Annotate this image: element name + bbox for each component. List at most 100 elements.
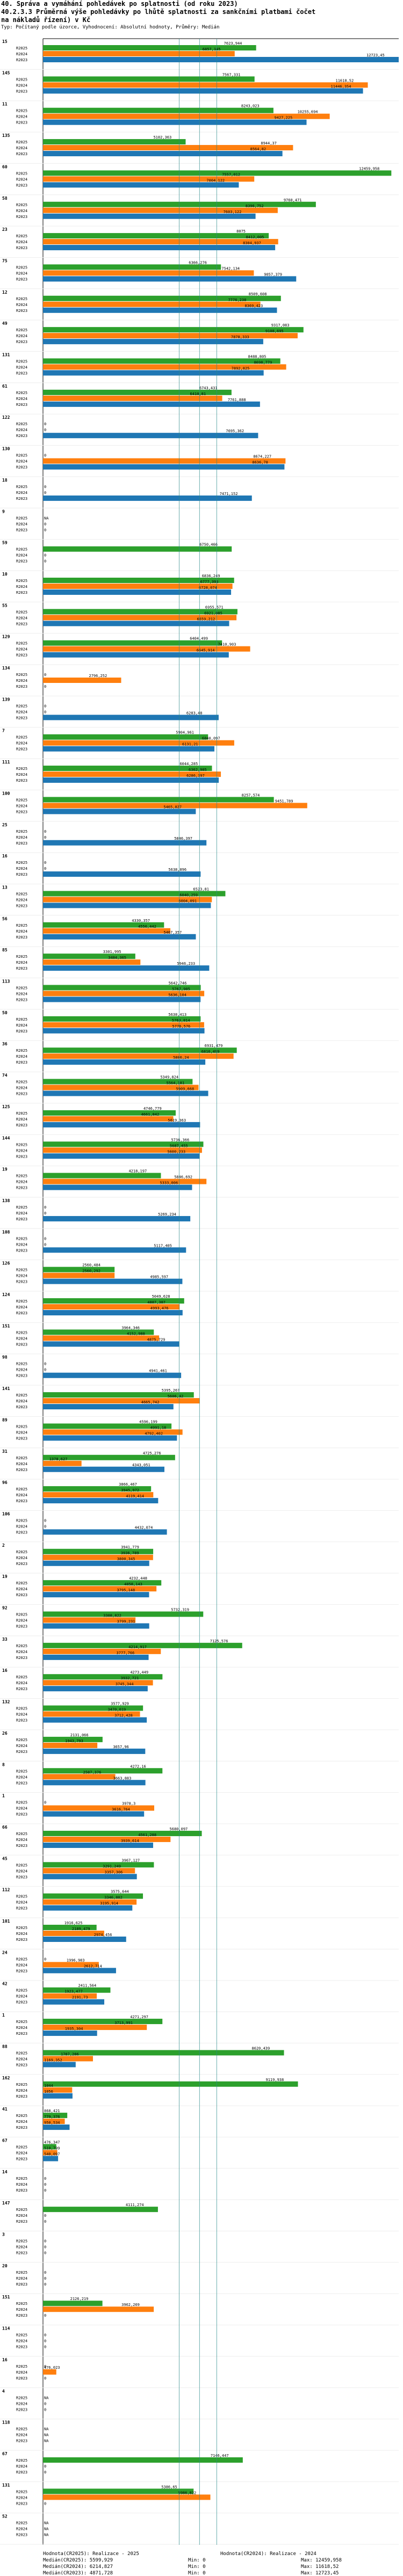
- group-label: 2: [2, 1543, 5, 1548]
- bar: [43, 766, 212, 772]
- series-label: R2024: [16, 773, 27, 777]
- bar: [43, 715, 219, 721]
- group-label: 151: [2, 1323, 10, 1328]
- data-label: 8257,574: [242, 793, 260, 797]
- series-label: R2024: [16, 522, 27, 526]
- data-label: 510,799: [44, 2146, 60, 2150]
- data-label: 5333,006: [160, 1181, 178, 1185]
- bar: [43, 1178, 207, 1184]
- series-label: R2025: [16, 2177, 27, 2181]
- data-label: 0: [44, 829, 46, 834]
- data-label: 3978,3: [122, 1802, 135, 1806]
- bar: [43, 1893, 143, 1899]
- series-label: R2023: [16, 2220, 27, 2224]
- bar: [43, 2062, 76, 2068]
- bar: [43, 1116, 174, 1122]
- series-label: R2023: [16, 1029, 27, 1034]
- bar: [43, 1085, 199, 1090]
- group-label: 151: [2, 2295, 10, 2300]
- data-label: 4875,729: [147, 1337, 165, 1342]
- bar: [43, 1341, 179, 1347]
- data-label: 11618,52: [336, 78, 354, 83]
- series-label: R2025: [16, 1644, 27, 1648]
- bar: [43, 1674, 163, 1680]
- group-label: 26: [2, 1731, 8, 1736]
- series-label: R2023: [16, 1781, 27, 1785]
- group-label: 134: [2, 666, 10, 671]
- data-label: 8412,005: [246, 235, 264, 239]
- series-label: R2025: [16, 516, 27, 520]
- bar: [43, 2156, 59, 2162]
- group-label: 16: [2, 2357, 8, 2362]
- series-label: R2024: [16, 1368, 27, 1372]
- series-label: R2023: [16, 2407, 27, 2412]
- data-label: 6283,48: [186, 711, 203, 715]
- data-label: 4661,842: [141, 1112, 160, 1117]
- data-label: 1169,352: [44, 2058, 62, 2062]
- bar: [43, 88, 363, 94]
- data-label: 1056: [44, 2090, 53, 2094]
- series-label: R2023: [16, 246, 27, 250]
- data-label: 3964,346: [121, 1326, 140, 1330]
- bar: [43, 1962, 99, 1968]
- series-label: R2023: [16, 747, 27, 752]
- series-label: R2024: [16, 1399, 27, 1403]
- bar: [43, 1617, 136, 1623]
- legend-median-2023: Medián(CR2023): 4871,728: [43, 2571, 113, 2576]
- data-label: 1916,625: [64, 1921, 83, 1925]
- series-label: R2023: [16, 559, 27, 564]
- group-label: 138: [2, 1198, 10, 1203]
- bar: [43, 1398, 200, 1404]
- data-label: 5467,357: [163, 930, 182, 935]
- series-label: R2025: [16, 2427, 27, 2432]
- series-label: R2023: [16, 1750, 27, 1754]
- data-label: 779,376: [44, 2115, 60, 2119]
- series-label: R2024: [16, 1807, 27, 1811]
- bar: [43, 1310, 183, 1315]
- chart-title-line-3: na nákladů řízení) v Kč: [1, 16, 91, 24]
- series-label: R2023: [16, 2251, 27, 2255]
- data-label: 7776,238: [228, 298, 247, 302]
- bar: [43, 1392, 194, 1398]
- data-label: 0: [44, 2220, 46, 2224]
- data-label: 5638,413: [168, 1013, 186, 1017]
- series-label: R2025: [16, 2145, 27, 2149]
- series-label: R2025: [16, 1926, 27, 1930]
- bar: [43, 1173, 161, 1178]
- series-label: R2025: [16, 1393, 27, 1398]
- data-label: 5909,668: [176, 1087, 194, 1091]
- series-label: R2025: [16, 736, 27, 740]
- data-label: 0: [44, 2470, 46, 2475]
- group-label: 92: [2, 1606, 8, 1611]
- series-label: R2024: [16, 1462, 27, 1466]
- bar: [43, 1435, 177, 1441]
- series-label: R2024: [16, 334, 27, 338]
- bar: [43, 2150, 57, 2156]
- series-label: R2023: [16, 465, 27, 470]
- series-label: R2025: [16, 2364, 27, 2369]
- bar: [43, 1372, 182, 1378]
- series-label: R2025: [16, 829, 27, 834]
- data-label: 2587,376: [83, 1770, 102, 1774]
- data-label: 3346,802: [104, 1896, 123, 1900]
- data-label: 6362,905: [189, 768, 207, 772]
- bar: [43, 151, 283, 157]
- data-label: 3484,365: [108, 956, 126, 960]
- data-label: 476,347: [44, 2140, 60, 2144]
- data-label: 4111,274: [126, 2203, 144, 2207]
- legend-min-2025: Min: 0: [188, 2558, 206, 2563]
- data-label: 0: [44, 2245, 46, 2250]
- series-label: R2025: [16, 360, 27, 364]
- series-label: R2024: [16, 1681, 27, 1685]
- series-label: R2025: [16, 1707, 27, 1711]
- data-label: 0: [44, 1242, 46, 1247]
- data-label: 4271,297: [130, 2015, 148, 2019]
- series-label: R2024: [16, 679, 27, 683]
- data-label: 4556,442: [138, 925, 156, 929]
- data-label: 0: [44, 2271, 46, 2275]
- group-label: 58: [2, 196, 8, 201]
- data-label: 2560,484: [82, 1263, 100, 1268]
- bar: [43, 301, 261, 307]
- data-label: 0: [44, 485, 46, 489]
- bar: [43, 652, 229, 658]
